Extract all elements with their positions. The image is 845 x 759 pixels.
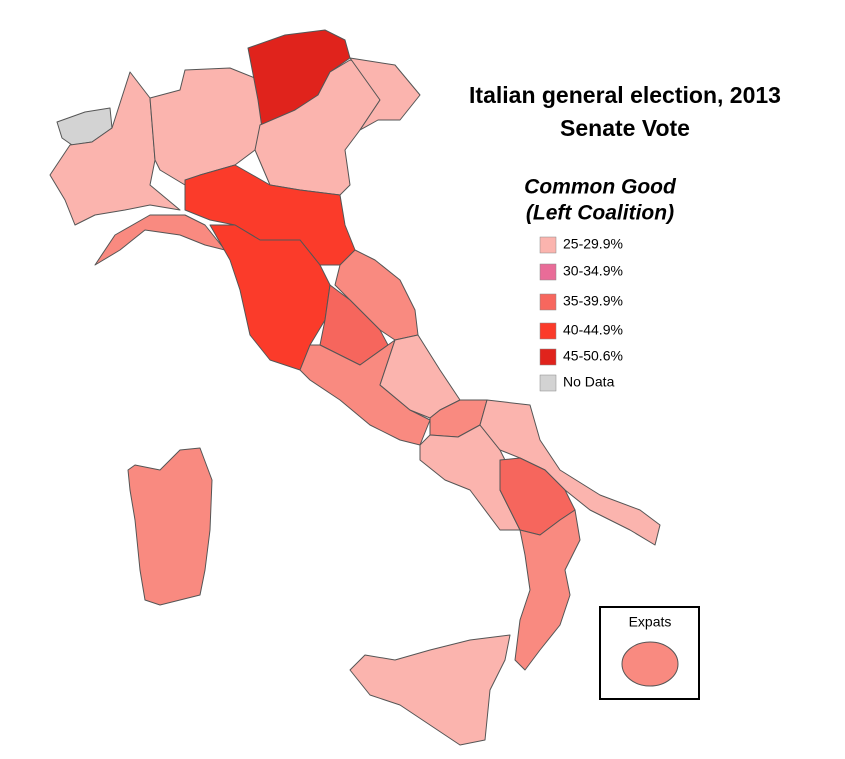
region bbox=[349, 57, 421, 131]
region bbox=[94, 214, 226, 266]
legend-swatch bbox=[539, 263, 557, 281]
legend-label: 35-39.9% bbox=[563, 293, 623, 309]
region bbox=[127, 447, 213, 606]
region bbox=[49, 71, 181, 226]
expats-box: Expats bbox=[599, 606, 700, 700]
region bbox=[479, 399, 661, 546]
legend-title: Common Good bbox=[524, 176, 677, 199]
region bbox=[349, 634, 511, 746]
map-title: Italian general election, 2013 bbox=[469, 82, 781, 108]
legend-swatch bbox=[539, 374, 557, 392]
region bbox=[621, 641, 679, 687]
map bbox=[49, 29, 661, 746]
legend-swatch bbox=[539, 322, 557, 340]
legend-swatch bbox=[539, 236, 557, 254]
expats-label: Expats bbox=[629, 614, 672, 630]
legend-label: 45-50.6% bbox=[563, 348, 623, 364]
legend-swatch bbox=[539, 348, 557, 366]
legend-swatch bbox=[539, 293, 557, 311]
legend-label: 25-29.9% bbox=[563, 236, 623, 252]
legend-label: No Data bbox=[563, 374, 615, 390]
legend-title: (Left Coalition) bbox=[526, 202, 674, 225]
map-subtitle: Senate Vote bbox=[560, 115, 690, 141]
legend-label: 30-34.9% bbox=[563, 263, 623, 279]
region bbox=[149, 67, 266, 186]
legend: Common Good (Left Coalition) 25-29.9% 30-… bbox=[524, 176, 677, 392]
region bbox=[514, 509, 581, 671]
region bbox=[299, 339, 431, 446]
legend-label: 40-44.9% bbox=[563, 322, 623, 338]
